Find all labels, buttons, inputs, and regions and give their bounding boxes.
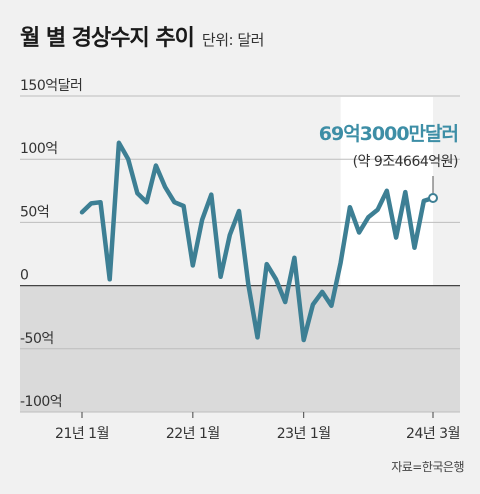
title-row: 월 별 경상수지 추이 단위: 달러 <box>20 20 264 52</box>
unit-label: 단위: 달러 <box>201 31 265 49</box>
y-tick-label: -100억 <box>20 394 62 410</box>
source-note: 자료=한국은행 <box>391 460 464 474</box>
chart-title: 월 별 경상수지 추이 <box>20 26 195 51</box>
x-tick-label: 21년 1월 <box>55 426 109 442</box>
x-tick-label: 22년 1월 <box>166 426 220 442</box>
y-tick-labels: 150억달러 100억 50억 0 -50억 -100억 <box>20 78 83 410</box>
x-tick-label: 24년 3월 <box>406 426 460 442</box>
y-tick-label: 50억 <box>20 204 49 220</box>
series-line <box>79 140 436 343</box>
y-tick-label: 0 <box>20 268 28 284</box>
y-tick-label: 150억달러 <box>20 78 82 94</box>
y-tick-label: 100억 <box>20 141 58 157</box>
latest-point-marker <box>428 193 438 204</box>
annotation-label: 69억3000만달러 <box>319 123 458 145</box>
x-axis: 21년 1월 22년 1월 23년 1월 24년 3월 <box>55 412 460 442</box>
annotation-sublabel: (약 9조4664억원) <box>353 154 458 170</box>
x-tick-label: 23년 1월 <box>277 426 331 442</box>
y-tick-label: -50억 <box>20 331 54 347</box>
